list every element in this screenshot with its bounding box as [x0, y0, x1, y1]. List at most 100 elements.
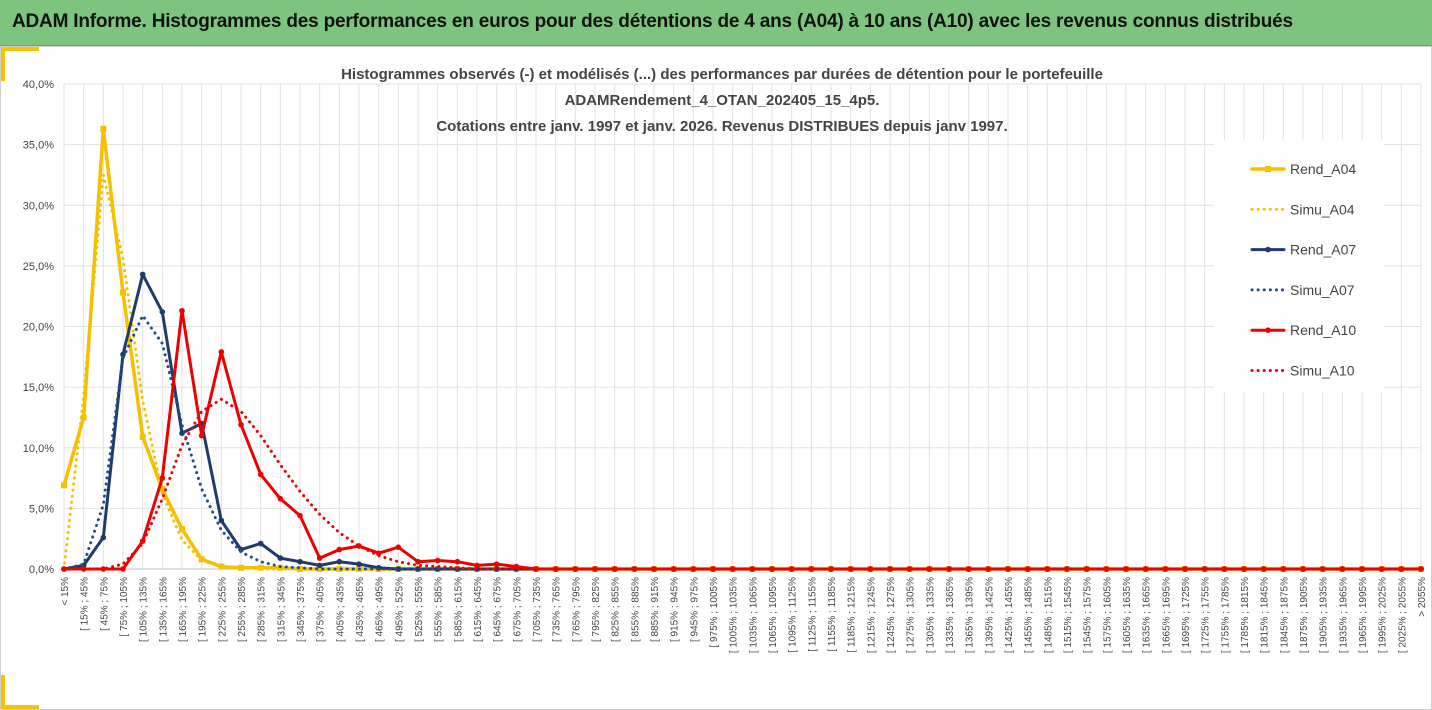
x-tick-label: [ 285% ; 315% [257, 577, 268, 642]
data-point-rend-a10 [316, 555, 323, 561]
data-point-rend-a07 [218, 517, 225, 524]
chart-title: Histogrammes observés (-) et modélisés (… [341, 66, 1103, 135]
x-tick-label: [ 855% ; 885% [630, 577, 641, 642]
x-tick-label: [ 915% ; 945% [670, 577, 681, 642]
x-tick-label: [ 765% ; 795% [571, 577, 582, 642]
data-point-rend-a10 [847, 566, 854, 572]
data-point-rend-a04 [238, 564, 244, 571]
x-tick-label: [ 1245% ; 1275% [886, 577, 897, 653]
x-tick-label: [ 1575% ; 1605% [1102, 577, 1113, 653]
data-point-rend-a10 [1024, 566, 1031, 572]
x-tick-label: [ 1725% ; 1755% [1201, 577, 1212, 653]
x-tick-label: [ 1995% ; 2025% [1378, 577, 1389, 653]
x-tick-label: [ 1515% ; 1545% [1063, 577, 1074, 653]
header-banner: ADAM Informe. Histogrammes des performan… [0, 0, 1432, 46]
x-tick-label: [ 1425% ; 1455% [1004, 577, 1015, 653]
data-point-rend-a07 [297, 558, 303, 565]
data-point-rend-a07 [139, 271, 146, 278]
legend-label: Rend_A07 [1290, 242, 1356, 258]
data-point-rend-a04 [100, 125, 107, 132]
accent-bottom-left-v [1, 675, 5, 709]
chart-title-line: Histogrammes observés (-) et modélisés (… [341, 66, 1103, 83]
x-tick-label: < 15% [60, 577, 71, 606]
data-point-rend-a07 [395, 566, 402, 572]
x-tick-label: [ 15% ; 45% [80, 577, 91, 631]
data-point-rend-a07 [120, 351, 126, 358]
x-tick-label: [ 135% ; 165% [158, 577, 169, 642]
data-point-rend-a07 [415, 566, 421, 572]
data-point-rend-a10 [159, 475, 166, 481]
y-tick-label: 30,0% [23, 200, 54, 212]
data-point-rend-a04 [297, 566, 303, 572]
y-axis: 0,0% 5,0% 10,0% 15,0% 20,0% 25,0% 30,0% 35,0% 40… [23, 79, 54, 576]
x-tick-label: [ 375% ; 405% [316, 577, 327, 642]
x-tick-label: [ 75% ; 105% [119, 577, 130, 637]
x-tick-label: [ 1695% ; 1725% [1181, 577, 1192, 653]
accent-top-left-v [1, 47, 5, 81]
legend-label: Simu_A07 [1290, 282, 1355, 298]
legend-label: Rend_A10 [1290, 322, 1356, 338]
data-point-rend-a07 [277, 555, 284, 561]
x-tick-label: [ 675% ; 705% [512, 577, 523, 642]
x-tick-label: [ 1305% ; 1335% [925, 577, 936, 653]
data-point-rend-a10 [179, 307, 185, 314]
data-point-rend-a10 [1201, 566, 1208, 572]
x-tick-label: [ 495% ; 525% [394, 577, 405, 642]
data-point-rend-a10 [474, 562, 480, 569]
data-point-rend-a10 [572, 566, 579, 572]
x-tick-label: [ 315% ; 345% [276, 577, 287, 642]
y-tick-label: 15,0% [23, 382, 54, 394]
x-tick-label: [ 1185% ; 1215% [847, 577, 858, 653]
x-tick-label: [ 825% ; 855% [611, 577, 622, 642]
x-tick-label: [ 1095% ; 1125% [788, 577, 799, 653]
x-tick-label: [ 1395% ; 1425% [984, 577, 995, 653]
x-tick-label: [ 345% ; 375% [296, 577, 307, 642]
x-tick-label: [ 1635% ; 1665% [1142, 577, 1153, 653]
data-point-rend-a04 [179, 525, 185, 532]
x-tick-label: [ 1755% ; 1785% [1220, 577, 1231, 653]
legend-marker [1265, 327, 1271, 334]
data-point-rend-a10 [198, 432, 205, 439]
x-tick-label: [ 1665% ; 1695% [1161, 577, 1172, 653]
data-point-rend-a10 [434, 557, 441, 564]
legend-marker [1265, 166, 1271, 172]
data-point-rend-a10 [454, 558, 461, 565]
x-tick-label: [ 1275% ; 1305% [906, 577, 917, 653]
x-tick-label: [ 1065% ; 1095% [768, 577, 779, 653]
y-tick-label: 40,0% [23, 79, 54, 91]
x-tick-label: [ 1005% ; 1035% [729, 577, 740, 653]
legend-marker [1265, 246, 1271, 253]
data-point-rend-a10 [1280, 566, 1287, 572]
legend-label: Simu_A10 [1290, 363, 1355, 379]
x-tick-label: [ 435% ; 465% [355, 577, 366, 642]
x-tick-label: [ 45% ; 75% [99, 577, 110, 631]
data-point-rend-a10 [926, 566, 933, 572]
data-point-rend-a04 [61, 482, 67, 489]
x-tick-label: [ 555% ; 585% [434, 577, 445, 642]
data-point-rend-a07 [257, 540, 264, 547]
x-tick-label: [ 1845% ; 1875% [1279, 577, 1290, 653]
x-axis: < 15% [ 15% ; 45% [ 45% ; 75% [ 75% ; 105% [… [60, 577, 1428, 653]
x-tick-label: [ 1905% ; 1935% [1319, 577, 1330, 653]
data-point-rend-a10 [493, 561, 500, 567]
legend: Rend_A04 Simu_A04 Rend_A07 Simu_A07 Rend_A10… [1214, 140, 1384, 392]
x-tick-label: [ 1785% ; 1815% [1240, 577, 1251, 653]
chart-title-line: Cotations entre janv. 1997 et janv. 2026… [436, 118, 1007, 135]
x-tick-label: [ 1875% ; 1905% [1299, 577, 1310, 653]
accent-bottom-left-h [1, 705, 39, 709]
x-tick-label: [ 1155% ; 1185% [827, 577, 838, 652]
page-title: ADAM Informe. Histogrammes des performan… [12, 11, 1293, 32]
x-tick-label: [ 1545% ; 1575% [1083, 577, 1094, 653]
x-tick-label: > 2055% [1417, 577, 1428, 617]
y-tick-label: 5,0% [29, 503, 54, 515]
data-point-rend-a07 [336, 558, 343, 565]
x-tick-label: [ 1935% ; 1965% [1338, 577, 1349, 653]
data-point-rend-a10 [257, 471, 264, 478]
data-point-rend-a10 [1103, 566, 1110, 572]
data-point-rend-a04 [159, 485, 166, 492]
x-tick-label: [ 1335% ; 1365% [945, 577, 956, 653]
x-tick-label: [ 735% ; 765% [552, 577, 563, 642]
data-point-rend-a10 [297, 512, 303, 519]
x-tick-label: [ 945% ; 975% [689, 577, 700, 642]
data-point-rend-a10 [1123, 566, 1129, 572]
